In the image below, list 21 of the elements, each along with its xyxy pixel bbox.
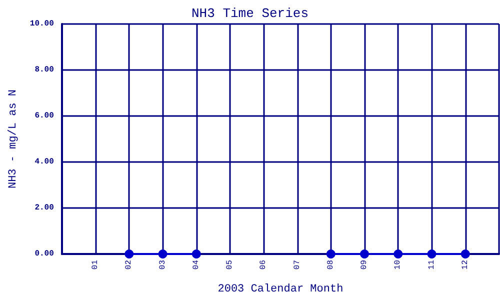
x-tick-label: 11: [427, 260, 436, 270]
x-tick-label: 02: [124, 260, 134, 270]
x-tick-label: 06: [259, 260, 268, 270]
x-axis-title: 2003 Calendar Month: [218, 284, 344, 296]
chart-title: NH3 Time Series: [191, 6, 309, 21]
x-tick-label: 10: [394, 260, 403, 270]
y-tick-label: 2.00: [34, 204, 54, 212]
x-tick-label: 05: [226, 260, 235, 270]
y-tick-label: 0.00: [34, 250, 54, 258]
y-tick-label: 6.00: [34, 112, 54, 120]
y-tick-label: 10.00: [30, 20, 54, 28]
y-axis-title: NH3 - mg/L as N: [8, 89, 20, 189]
x-tick-label: 07: [292, 260, 302, 270]
x-tick-label: 08: [326, 260, 336, 270]
x-tick-label: 03: [158, 260, 168, 270]
y-tick-label: 8.00: [34, 66, 54, 74]
x-tick-label: 01: [91, 260, 100, 270]
x-tick-label: 04: [192, 260, 201, 270]
y-tick-label: 4.00: [34, 158, 54, 166]
x-tick-label: 09: [360, 260, 370, 270]
x-tick-label: 12: [460, 260, 470, 270]
